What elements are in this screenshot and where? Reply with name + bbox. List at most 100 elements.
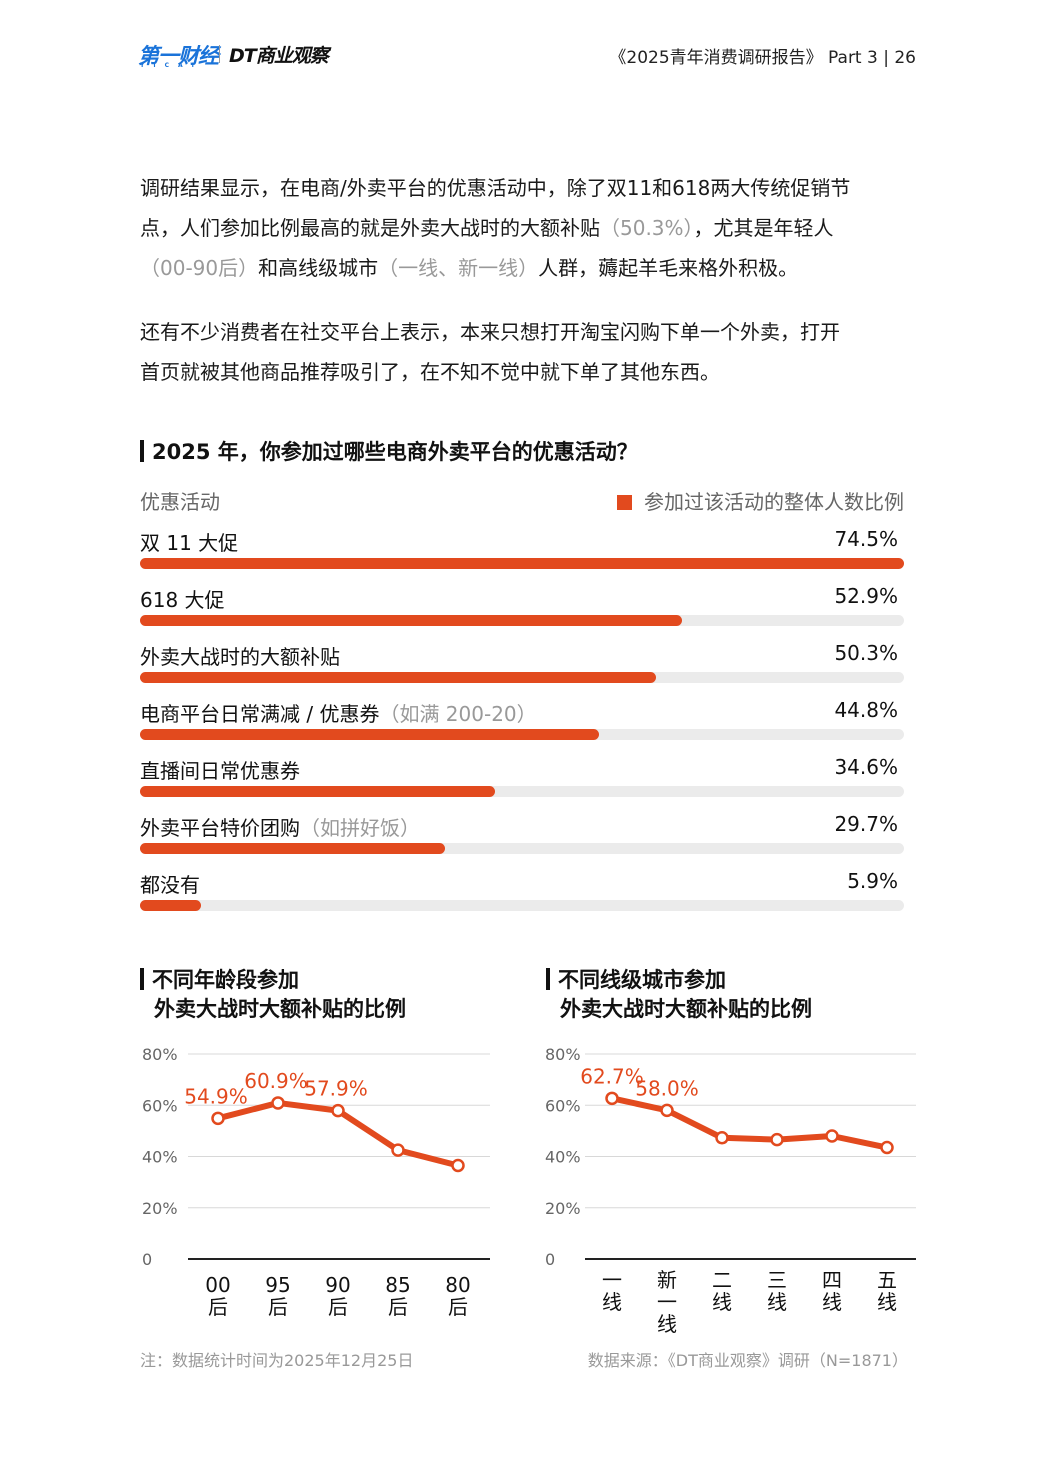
x-tick-label: 后 [388, 1295, 408, 1319]
y-tick-label: 0 [142, 1250, 152, 1269]
bar-value-label: 50.3% [834, 641, 898, 665]
x-tick-label: 二 [712, 1268, 732, 1292]
legend-label: 参加过该活动的整体人数比例 [644, 490, 904, 514]
x-tick-label: 后 [268, 1295, 288, 1319]
data-point [391, 1143, 405, 1157]
title-marker [140, 440, 144, 462]
x-tick-label: 95 [265, 1273, 290, 1297]
bar-row: 双 11 大促 74.5% [140, 527, 904, 584]
yicai-logo-subtext: YICAI [140, 62, 203, 69]
legend-swatch [617, 495, 632, 510]
data-point [770, 1132, 784, 1147]
paragraph-1-line-2: 点，人们参加比例最高的就是外卖大战时的大额补贴（50.3%），尤其是年轻人 [140, 208, 920, 248]
title-marker [546, 968, 550, 990]
bar-label-text: 直播间日常优惠券 [140, 759, 300, 783]
data-point [605, 1091, 619, 1106]
bar [140, 729, 600, 740]
bar-chart-title: 2025 年，你参加过哪些电商外卖平台的优惠活动？ [140, 436, 638, 466]
y-tick-label: 20% [545, 1199, 581, 1218]
footnote: 注：数据统计时间为2025年12月25日 [140, 1351, 414, 1370]
x-tick-label: 四 [822, 1268, 842, 1292]
bar-value-label: 34.6% [834, 755, 898, 779]
bar-label-note: （如满 200-20） [379, 702, 537, 726]
bar-value-label: 74.5% [834, 527, 898, 551]
bar [140, 786, 495, 797]
report-reference: 《2025青年消费调研报告》 Part 3 | 26 [609, 48, 916, 68]
x-tick-label: 00 [205, 1273, 230, 1297]
y-tick-label: 80% [142, 1045, 178, 1064]
data-point [331, 1103, 345, 1118]
logo-divider [219, 45, 220, 63]
bar-value-label: 44.8% [834, 698, 898, 722]
data-point [825, 1129, 839, 1143]
data-point [715, 1131, 729, 1145]
age-chart-title-line-2: 外卖大战时大额补贴的比例 [154, 997, 406, 1021]
x-tick-label: 一 [602, 1268, 622, 1292]
bar-label-text: 双 11 大促 [140, 531, 239, 555]
x-tick-label: 线 [602, 1290, 622, 1314]
x-tick-label: 一 [657, 1290, 677, 1314]
x-tick-label: 线 [657, 1312, 677, 1336]
data-label: 60.9% [244, 1069, 308, 1093]
bar-row: 都没有 5.9% [140, 869, 904, 926]
city-note: （一线、新一线） [378, 256, 539, 280]
y-tick-label: 60% [545, 1096, 581, 1115]
bar-value-label: 52.9% [834, 584, 898, 608]
paragraph-2-line-1: 还有不少消费者在社交平台上表示，本来只想打开淘宝闪购下单一个外卖，打开 [140, 320, 840, 344]
paragraph-1: 调研结果显示，在电商/外卖平台的优惠活动中，除了双11和618两大传统促销节 点… [140, 168, 920, 288]
age-chart-title: 不同年龄段参加 外卖大战时大额补贴的比例 [140, 966, 406, 1024]
bar-label: 都没有 [140, 869, 200, 898]
bar [140, 900, 201, 911]
x-tick-label: 线 [822, 1290, 842, 1314]
x-tick-label: 后 [328, 1295, 348, 1319]
bar-track [140, 900, 904, 911]
y-tick-label: 20% [142, 1199, 178, 1218]
y-tick-label: 60% [142, 1096, 178, 1115]
bar [140, 843, 445, 854]
data-label: 62.7% [580, 1064, 644, 1088]
age-note: （00-90后） [140, 256, 259, 280]
city-chart-title: 不同线级城市参加 外卖大战时大额补贴的比例 [546, 966, 812, 1024]
text-span: 和高线级城市 [258, 256, 379, 280]
x-tick-label: 三 [767, 1268, 787, 1292]
text-span: 人群，薅起羊毛来格外积极。 [538, 256, 799, 280]
y-tick-label: 0 [545, 1250, 555, 1269]
bar-label: 直播间日常优惠券 [140, 755, 300, 784]
yicai-logo: 第一财经 YICAI [138, 40, 219, 70]
data-point [451, 1158, 465, 1173]
x-tick-label: 90 [325, 1273, 350, 1297]
yicai-logo-text: 第一财经 [138, 44, 219, 68]
age-line-chart: 020%40%60%80%54.9%60.9%57.9%00后95后90后85后… [142, 1045, 490, 1319]
highlight-percentage: （50.3%） [600, 216, 694, 240]
age-chart-title-line-1: 不同年龄段参加 [152, 968, 299, 992]
bar-value-label: 29.7% [834, 812, 898, 836]
data-point [211, 1111, 225, 1126]
bar [140, 672, 656, 683]
x-tick-label: 80 [445, 1273, 470, 1297]
x-tick-label: 线 [767, 1290, 787, 1314]
bar-label: 外卖平台特价团购（如拼好饭） [140, 812, 420, 841]
x-tick-label: 后 [448, 1295, 468, 1319]
bar [140, 615, 683, 626]
bar-label: 电商平台日常满减 / 优惠券（如满 200-20） [140, 698, 537, 727]
bar-row: 直播间日常优惠券 34.6% [140, 755, 904, 812]
city-chart-title-line-1: 不同线级城市参加 [558, 968, 726, 992]
bar-label-text: 都没有 [140, 873, 200, 897]
dt-logo: DT商业观察 [229, 45, 329, 67]
category-header: 优惠活动 [140, 490, 220, 514]
bar-value-label: 5.9% [847, 869, 898, 893]
x-tick-label: 85 [385, 1273, 410, 1297]
bar-row: 外卖大战时的大额补贴 50.3% [140, 641, 904, 698]
bar-label: 双 11 大促 [140, 527, 238, 556]
data-label: 57.9% [304, 1077, 368, 1101]
data-point [271, 1096, 285, 1110]
x-tick-label: 后 [208, 1295, 228, 1319]
data-point [880, 1140, 894, 1155]
text-span: ，尤其是年轻人 [693, 216, 834, 240]
bar-label: 618 大促 [140, 584, 225, 613]
bar-row: 外卖平台特价团购（如拼好饭） 29.7% [140, 812, 904, 869]
title-marker [140, 968, 144, 990]
bar-row: 电商平台日常满减 / 优惠券（如满 200-20） 44.8% [140, 698, 904, 755]
bar-label-text: 电商平台日常满减 / 优惠券 [140, 702, 380, 726]
